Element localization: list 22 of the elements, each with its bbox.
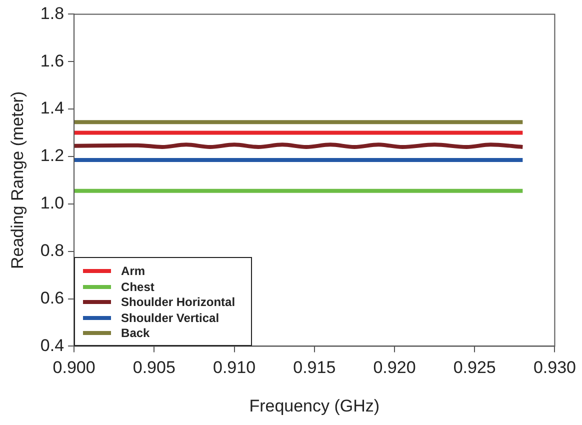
- x-tick-label: 0.905: [132, 358, 176, 378]
- legend-label: Back: [121, 326, 150, 340]
- x-tick-label: 0.920: [373, 358, 416, 378]
- x-tick-label: 0.930: [533, 358, 576, 378]
- y-axis-title: Reading Range (meter): [8, 91, 27, 270]
- y-tick-label: 1.0: [40, 194, 64, 213]
- y-tick-label: 0.4: [40, 336, 64, 355]
- x-axis-title: Frequency (GHz): [249, 396, 380, 416]
- y-tick-label: 0.8: [40, 241, 64, 260]
- legend-label: Shoulder Horizontal: [121, 295, 236, 310]
- y-tick-label: 1.4: [40, 98, 64, 118]
- x-tick-label: 0.910: [212, 358, 256, 378]
- y-tick-label: 1.8: [40, 4, 64, 23]
- y-tick-label: 0.6: [40, 288, 64, 308]
- x-tick-label: 0.915: [293, 358, 336, 378]
- legend-label: Shoulder Vertical: [121, 310, 220, 325]
- x-tick-label: 0.925: [453, 358, 496, 378]
- y-tick-label: 1.6: [40, 51, 64, 70]
- legend-label: Chest: [121, 280, 154, 294]
- legend-label: Arm: [121, 264, 146, 278]
- y-tick-label: 1.2: [40, 146, 64, 166]
- x-tick-label: 0.900: [52, 358, 96, 378]
